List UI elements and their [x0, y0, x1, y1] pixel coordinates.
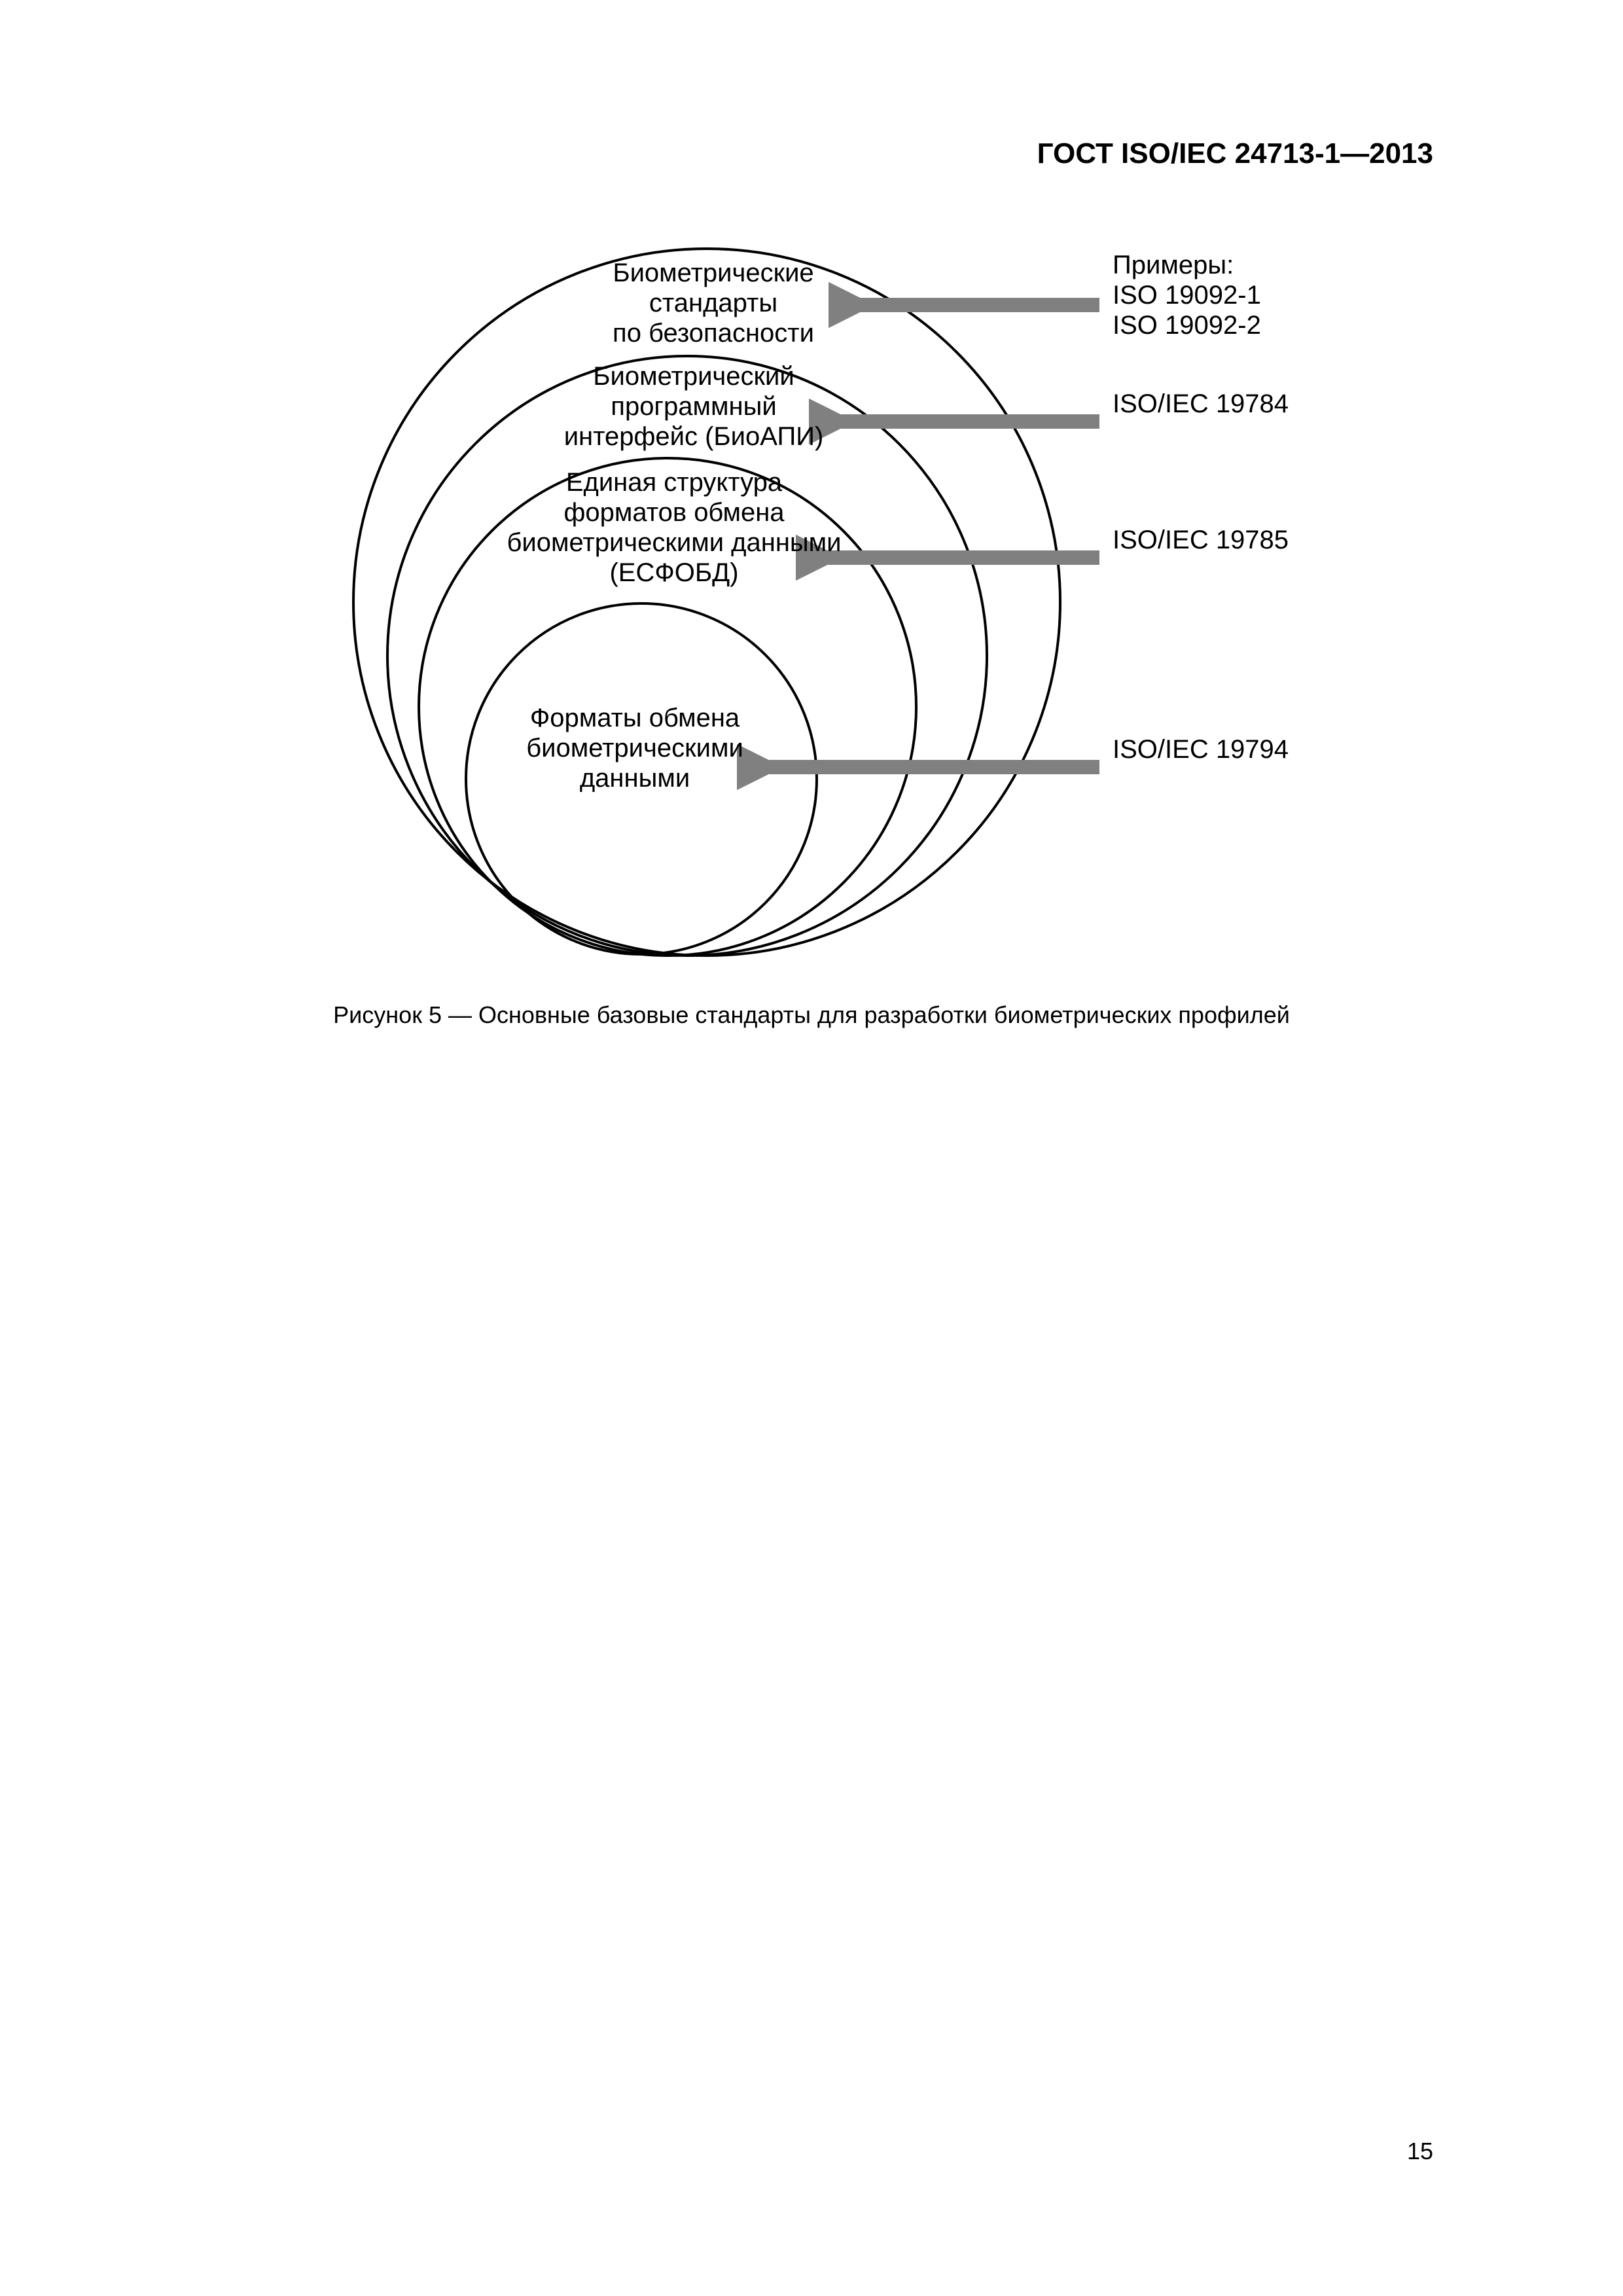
page-number: 15: [1407, 2138, 1433, 2165]
figure-caption: Рисунок 5 — Основные базовые стандарты д…: [0, 1001, 1623, 1029]
doc-id-header: ГОСТ ISO/IEC 24713-1—2013: [1037, 137, 1433, 170]
figure-5-diagram: Биометрическиестандартыпо безопасностиБи…: [268, 209, 1381, 969]
right-label-1: ISO/IEC 19784: [1113, 389, 1289, 418]
page: ГОСТ ISO/IEC 24713-1—2013 Биометрические…: [0, 0, 1623, 2296]
nested-circles-svg: Биометрическиестандартыпо безопасностиБи…: [268, 209, 1381, 969]
right-label-2: ISO/IEC 19785: [1113, 526, 1289, 554]
right-label-3: ISO/IEC 19794: [1113, 735, 1289, 764]
